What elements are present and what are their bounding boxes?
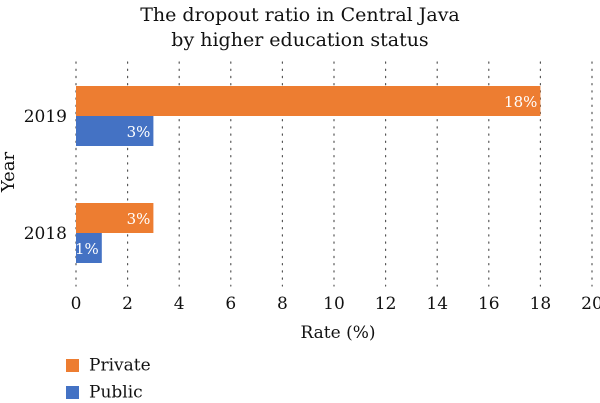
- chart-title-line-2: by higher education status: [171, 29, 429, 51]
- bar-private-2019: [76, 86, 541, 116]
- legend-label-private: Private: [89, 355, 151, 376]
- x-tick-label-2: 2: [122, 294, 133, 314]
- x-tick-label-10: 10: [323, 294, 345, 314]
- data-label-public-2019: 3%: [127, 123, 151, 141]
- x-axis-title: Rate (%): [300, 323, 375, 343]
- x-tick-label-14: 14: [426, 294, 448, 314]
- x-tick-label-0: 0: [71, 294, 82, 314]
- data-label-public-2018: 1%: [75, 240, 99, 258]
- bar-public-2018: [76, 233, 102, 263]
- x-tick-label-18: 18: [530, 294, 552, 314]
- data-label-private-2019: 18%: [504, 93, 537, 111]
- x-tick-label-20: 20: [581, 294, 600, 314]
- x-tick-label-8: 8: [277, 294, 288, 314]
- bar-private-2018: [76, 203, 154, 233]
- x-tick-label-16: 16: [478, 294, 500, 314]
- bar-public-2019: [76, 116, 154, 146]
- legend-item-public: Public: [66, 382, 143, 403]
- y-tick-label-2019: 2019: [24, 107, 67, 127]
- x-tick-label-12: 12: [375, 294, 397, 314]
- y-tick-label-2018: 2018: [24, 224, 67, 244]
- y-axis-title: Year: [0, 151, 19, 193]
- legend-swatch-private: [66, 359, 79, 372]
- x-tick-label-6: 6: [225, 294, 236, 314]
- legend-item-private: Private: [66, 355, 151, 376]
- x-tick-label-4: 4: [174, 294, 185, 314]
- legend-label-public: Public: [89, 382, 143, 403]
- data-label-private-2018: 3%: [127, 210, 151, 228]
- legend-swatch-public: [66, 386, 79, 399]
- chart-title-line-1: The dropout ratio in Central Java: [140, 4, 460, 26]
